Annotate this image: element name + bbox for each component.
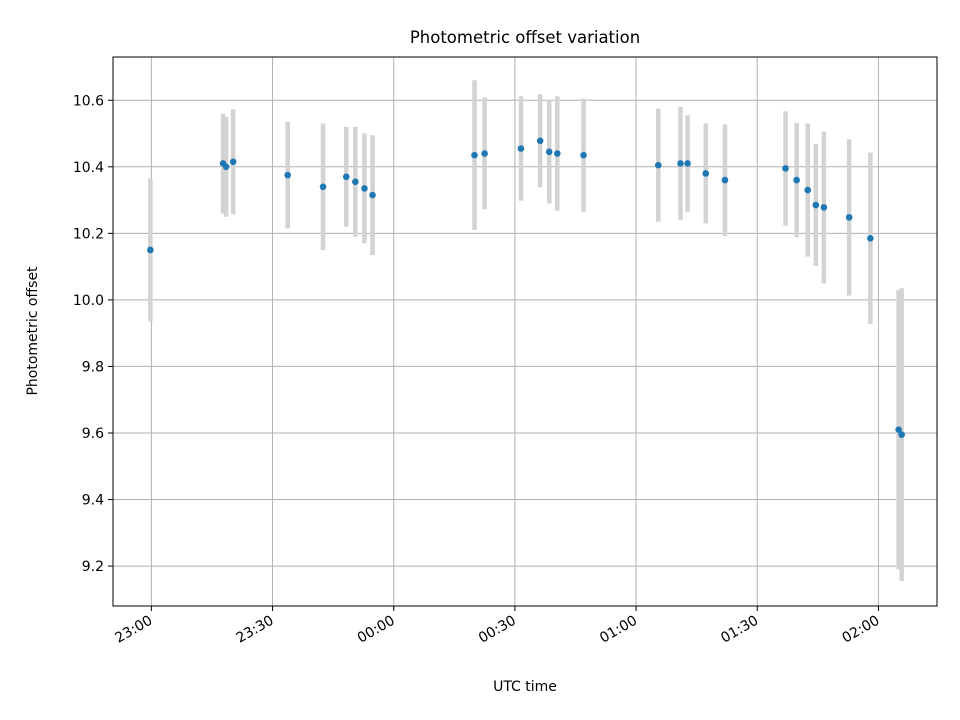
data-point <box>654 161 662 169</box>
x-axis-label: UTC time <box>493 679 557 695</box>
y-tick-label: 9.8 <box>82 359 104 375</box>
data-points <box>147 137 905 438</box>
data-point <box>804 186 812 194</box>
y-tick-label: 9.2 <box>82 559 104 575</box>
y-tick-label: 10.6 <box>73 93 104 109</box>
y-tick-label: 9.4 <box>82 493 104 509</box>
data-point <box>721 176 729 184</box>
data-point <box>517 145 525 152</box>
gridlines <box>113 57 937 606</box>
y-tick-label: 10.2 <box>73 226 104 242</box>
data-point <box>342 173 350 181</box>
data-point <box>554 150 561 157</box>
data-point <box>820 204 828 211</box>
y-axis-label: Photometric offset <box>25 266 41 396</box>
data-point <box>471 151 478 159</box>
data-point <box>369 191 376 199</box>
data-point <box>702 170 710 177</box>
data-point <box>867 235 874 242</box>
data-point <box>793 176 800 184</box>
data-point <box>319 183 327 191</box>
data-point <box>481 150 488 157</box>
data-point <box>812 201 820 209</box>
data-point <box>782 165 789 172</box>
data-point <box>147 246 154 254</box>
y-tick-label: 10.0 <box>73 293 104 309</box>
data-point <box>895 426 902 433</box>
data-point <box>545 148 553 156</box>
y-tick-label: 10.4 <box>73 160 104 176</box>
data-point <box>352 178 359 186</box>
data-point <box>580 151 587 159</box>
data-point <box>684 160 691 167</box>
chart-title: Photometric offset variation <box>410 28 640 47</box>
data-point <box>536 137 544 145</box>
data-point <box>284 171 291 179</box>
data-point <box>222 163 230 171</box>
data-point <box>898 431 905 438</box>
data-point <box>229 158 237 166</box>
data-point <box>361 185 368 192</box>
plot-area-frame <box>112 56 938 607</box>
data-point <box>845 214 853 221</box>
y-axis-ticks: 9.2 9.4 9.6 9.8 10.0 10.2 10.4 10.6 <box>73 93 113 575</box>
y-tick-label: 9.6 <box>82 426 104 442</box>
data-point <box>677 160 684 167</box>
